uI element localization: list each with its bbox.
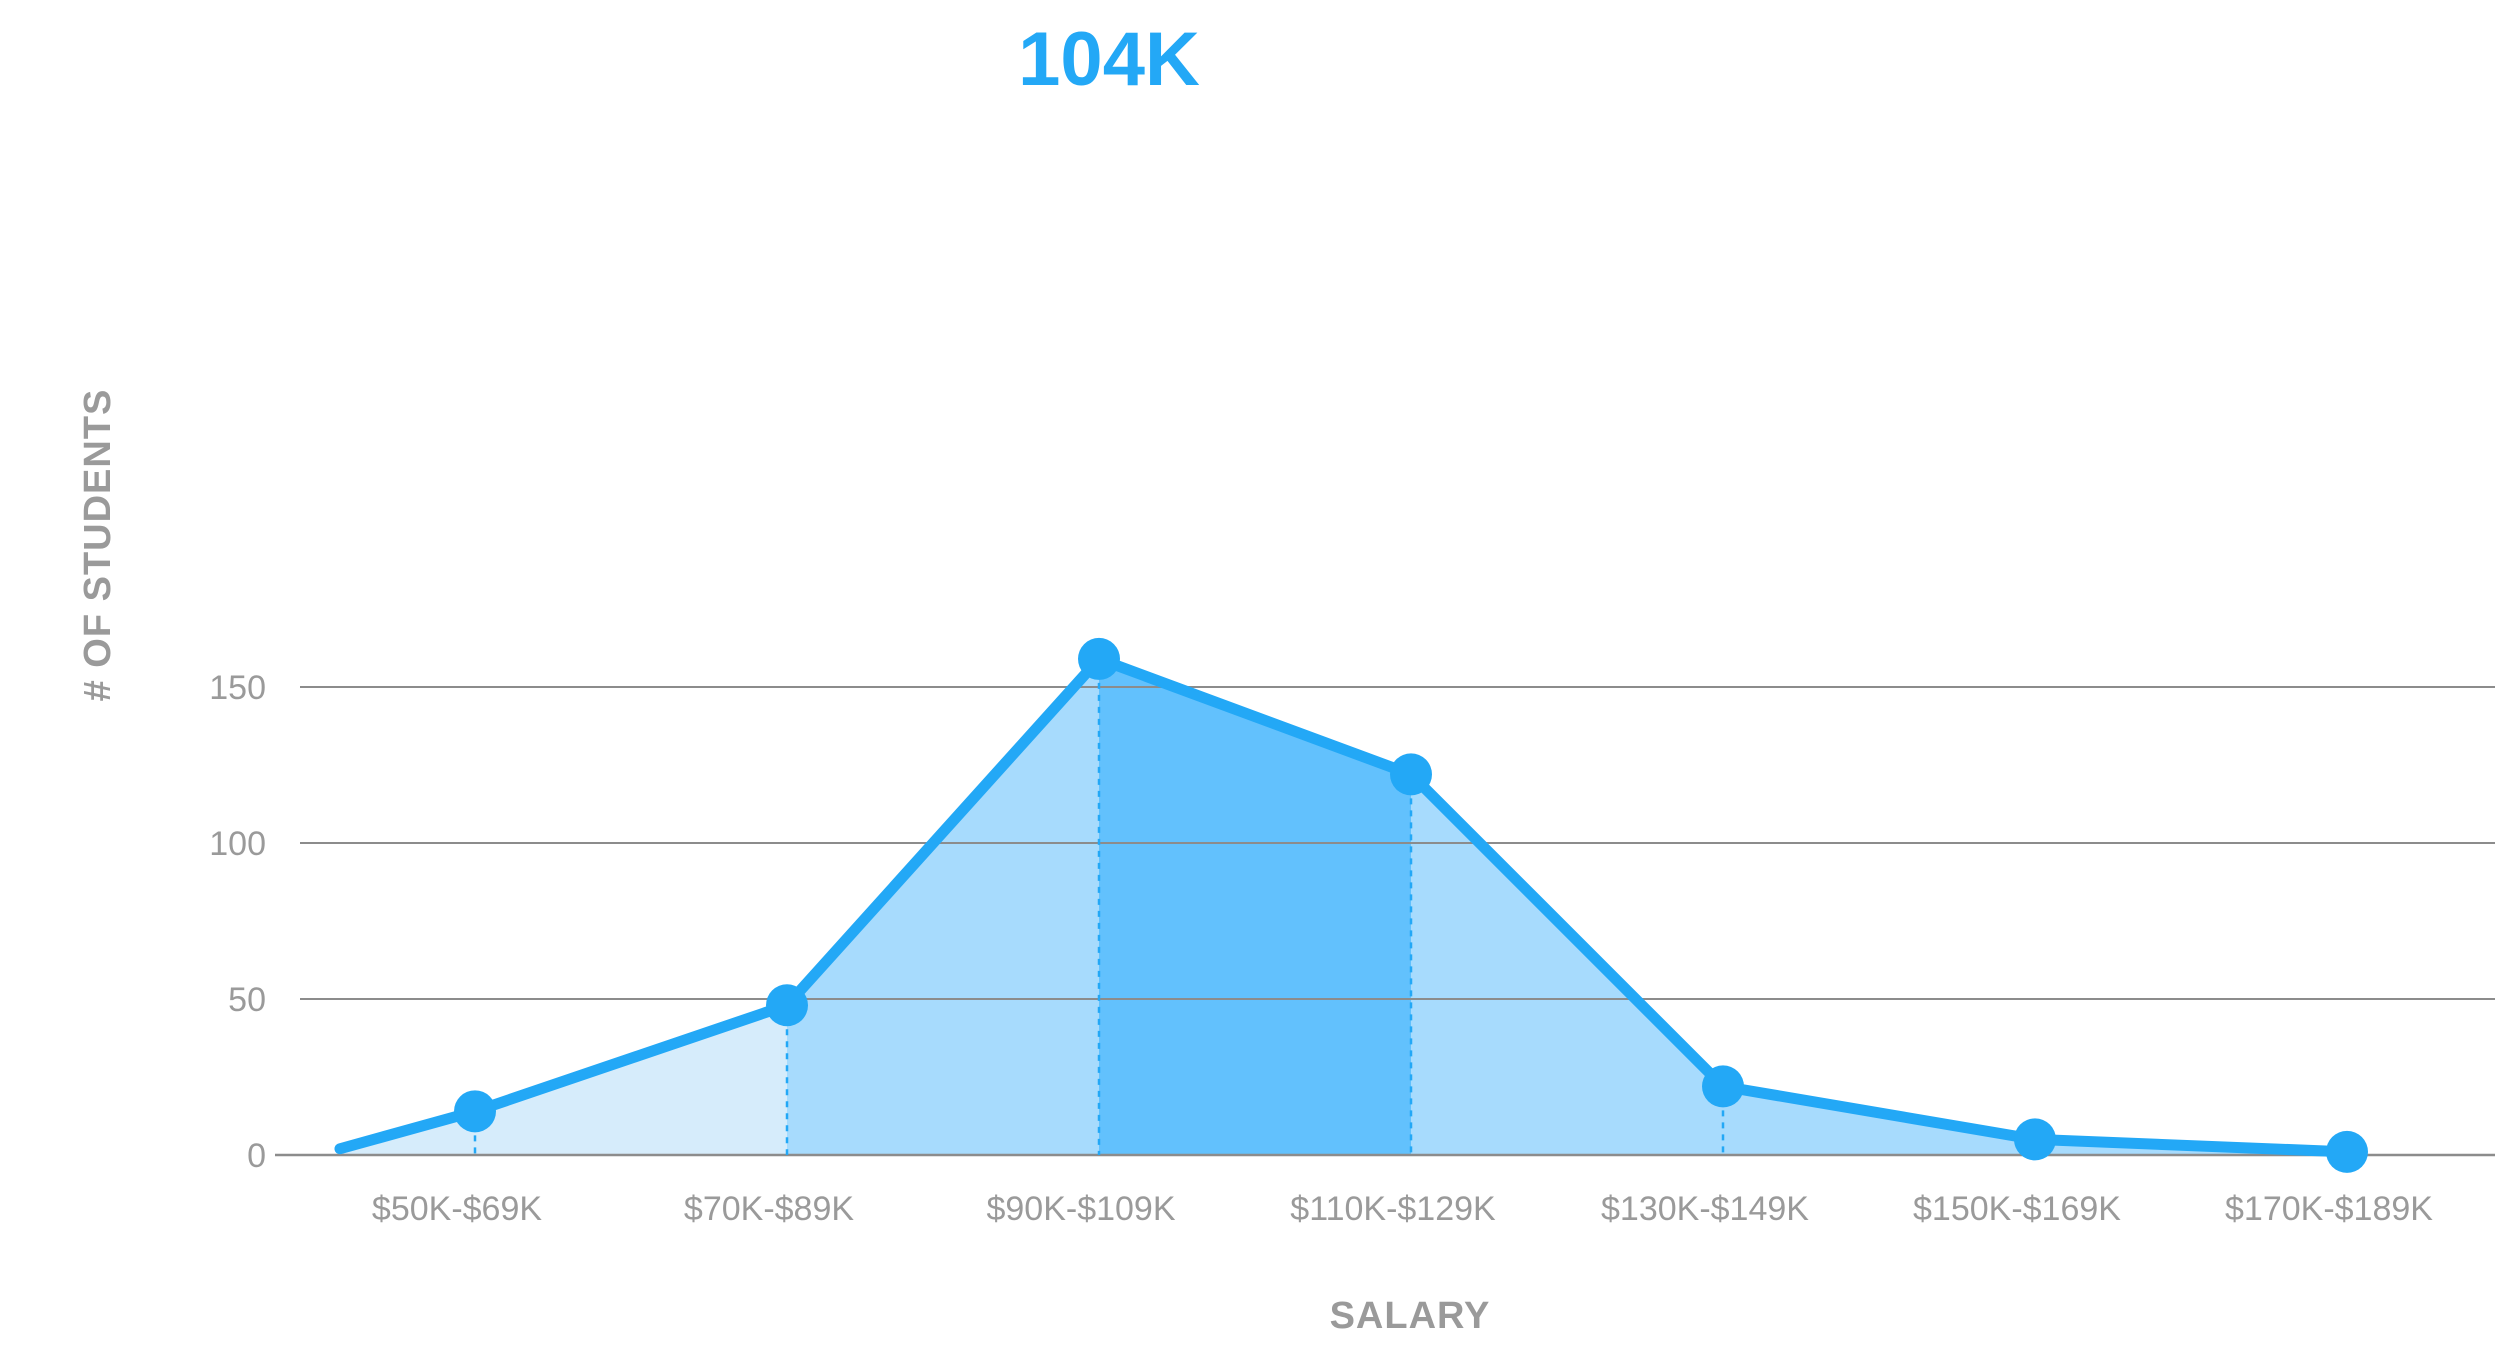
y-tick-label: 0 <box>247 1137 266 1175</box>
area-segment <box>1411 774 1723 1155</box>
data-point <box>2014 1118 2056 1161</box>
area-fills <box>340 658 2347 1155</box>
x-tick-label: $90K-$109K <box>986 1190 1175 1228</box>
y-axis-title: # OF STUDENTS <box>77 389 119 702</box>
x-tick-label: $110K-$129K <box>1290 1190 1496 1228</box>
data-point <box>1702 1065 1744 1108</box>
x-tick-label: $130K-$149K <box>1601 1190 1809 1228</box>
data-point <box>1078 637 1120 680</box>
data-point <box>766 984 808 1027</box>
series-line-layer <box>334 653 2353 1158</box>
x-tick-label: $50K-$69K <box>372 1190 542 1228</box>
y-tick-label: 150 <box>209 669 266 707</box>
y-tick-labels: 0 50 100 150 <box>209 669 266 1175</box>
x-axis-title: SALARY <box>1330 1295 1491 1337</box>
x-tick-label: $170K-$189K <box>2225 1190 2433 1228</box>
area-segment <box>1099 658 1411 1155</box>
x-tick-labels: $50K-$69K $70K-$89K $90K-$109K $110K-$129K $… <box>372 1190 2433 1228</box>
series-line <box>334 653 2353 1158</box>
area-segment <box>787 658 1099 1155</box>
x-tick-label: $70K-$89K <box>684 1190 854 1228</box>
y-tick-label: 100 <box>209 825 266 863</box>
data-point <box>1390 753 1432 796</box>
peak-annotation: 104K <box>1018 17 1200 102</box>
x-tick-label: $150K-$169K <box>1913 1190 2121 1228</box>
gridlines <box>275 686 2495 1157</box>
data-point <box>454 1090 496 1133</box>
area-segment <box>475 1005 787 1155</box>
y-tick-label: 50 <box>228 981 266 1019</box>
data-point <box>2326 1130 2368 1173</box>
data-points <box>454 637 2368 1173</box>
